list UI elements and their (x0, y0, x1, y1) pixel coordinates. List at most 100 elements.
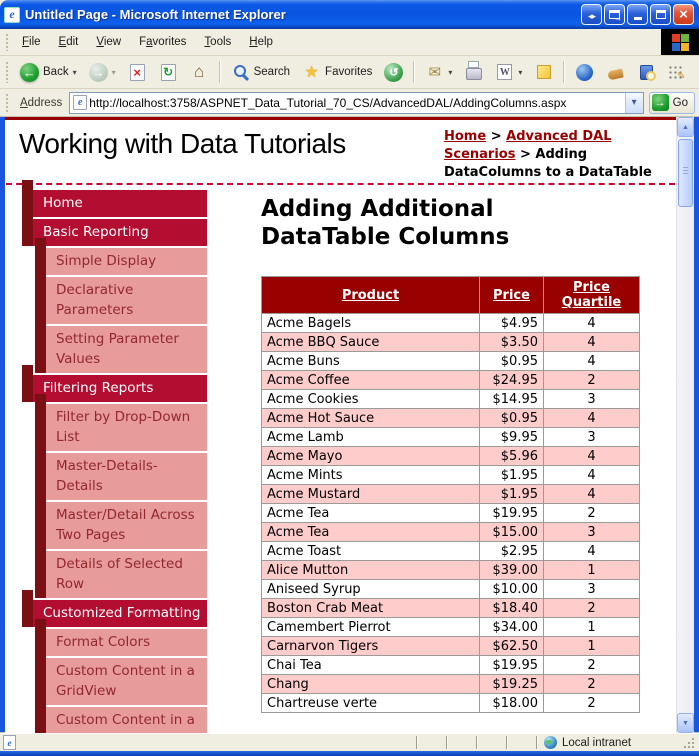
scroll-up-button[interactable] (677, 117, 694, 137)
table-row: Acme Hot Sauce $0.95 4 (261, 408, 640, 429)
addressbar-grip[interactable] (5, 93, 10, 112)
menu-file[interactable]: File (22, 36, 41, 48)
sidebar-item-filtering-reports[interactable]: Filtering Reports (22, 364, 207, 402)
minimize-button[interactable] (627, 4, 648, 25)
address-input[interactable] (87, 95, 625, 110)
go-button[interactable]: Go (648, 91, 695, 114)
table-row: Acme Bagels $4.95 4 (261, 313, 640, 334)
history-button[interactable] (379, 61, 408, 84)
forward-dropdown-arrow[interactable] (112, 68, 116, 77)
table-row: Acme Lamb $9.95 3 (261, 427, 640, 448)
msn-button[interactable] (601, 61, 630, 84)
home-button[interactable] (185, 61, 214, 84)
toolbar-separator (218, 61, 221, 83)
table-row: Acme Coffee $24.95 2 (261, 370, 640, 391)
sidebar-item-setting-parameter-values[interactable]: Setting Parameter Values (35, 315, 207, 373)
main-article: Adding Additional DataTable Columns Prod… (261, 189, 640, 714)
table-row: Chang $19.25 2 (261, 674, 640, 695)
research-button[interactable] (632, 61, 661, 84)
breadcrumb-advanced-dal-link[interactable]: Advanced DAL Scenarios (444, 129, 612, 163)
scrollbar-thumb[interactable] (678, 139, 693, 207)
sidebar-item-basic-reporting[interactable]: Basic Reporting (22, 208, 207, 246)
table-row: Aniseed Syrup $10.00 3 (261, 579, 640, 600)
history-icon (384, 62, 404, 82)
sort-price-quartile-link[interactable]: Price Quartile (561, 280, 622, 311)
mail-dropdown-arrow[interactable] (448, 68, 452, 77)
back-icon (20, 62, 39, 82)
table-row: Acme Mints $1.95 4 (261, 465, 640, 486)
stop-icon (129, 63, 145, 81)
page-top-rule (5, 117, 676, 120)
sidebar-item-master-detail-across-two-pages[interactable]: Master/Detail Across Two Pages (35, 491, 207, 549)
windows-flag-icon (671, 33, 689, 51)
close-button[interactable] (673, 4, 694, 25)
back-button[interactable]: Back (15, 61, 82, 84)
sidebar-item-customized-formatting[interactable]: Customized Formatting (22, 589, 207, 627)
menu-help[interactable]: Help (249, 36, 273, 48)
maximize-button[interactable] (650, 4, 671, 25)
dashed-divider (6, 182, 675, 185)
sidebar-item-format-colors[interactable]: Format Colors (35, 618, 207, 656)
sidebar-item-simple-display[interactable]: Simple Display (35, 237, 207, 275)
status-bar: Local intranet (0, 733, 699, 751)
pan-icon (588, 6, 595, 24)
close-icon (679, 6, 688, 24)
sidebar-item-custom-content-in-a-gridview[interactable]: Custom Content in a GridView (35, 647, 207, 705)
table-row: Camembert Pierrot $34.00 1 (261, 617, 640, 638)
grid-pen-icon (668, 64, 685, 82)
vertical-scrollbar[interactable] (676, 117, 694, 733)
menubar-grip[interactable] (5, 32, 10, 52)
print-button[interactable] (459, 61, 488, 84)
breadcrumb-separator: > (486, 129, 507, 144)
notes-button[interactable] (529, 61, 558, 84)
sidebar-item-custom-content-in-a-detailsview[interactable]: Custom Content in a DetailsView (35, 696, 207, 733)
sidebar-item-master-details-details[interactable]: Master-Details-Details (35, 442, 207, 500)
go-arrow-icon (651, 94, 669, 111)
popout-button[interactable] (604, 4, 625, 25)
scroll-down-button[interactable] (677, 713, 694, 733)
mail-icon (425, 63, 444, 82)
refresh-button[interactable] (154, 61, 183, 84)
sort-product-link[interactable]: Product (341, 287, 400, 303)
search-icon (231, 63, 250, 82)
windows-logo (661, 29, 699, 55)
status-separator (446, 736, 448, 749)
toolbar: Back Search Favorites (0, 56, 699, 89)
toolbar-grip[interactable] (5, 60, 10, 84)
mail-button[interactable] (420, 61, 457, 84)
research-icon (640, 64, 654, 80)
search-button[interactable]: Search (226, 61, 295, 84)
menu-tools[interactable]: Tools (204, 36, 232, 48)
address-combo: e (69, 91, 644, 114)
edit-with-word-button[interactable] (490, 61, 527, 84)
site-title: Working with Data Tutorials (19, 128, 346, 159)
forward-button[interactable] (84, 61, 121, 84)
sidebar-item-home[interactable]: Home (22, 179, 207, 217)
home-icon (190, 63, 209, 82)
sidebar-item-declarative-parameters[interactable]: Declarative Parameters (35, 266, 207, 324)
breadcrumb: Home > Advanced DAL Scenarios > Adding D… (444, 128, 670, 183)
window-bottom-border (0, 751, 699, 756)
sort-price-link[interactable]: Price (493, 287, 530, 303)
breadcrumb-home-link[interactable]: Home (444, 129, 487, 144)
menu-edit[interactable]: Edit (58, 36, 79, 48)
favorites-button[interactable]: Favorites (297, 61, 377, 84)
resize-grip[interactable] (682, 736, 696, 750)
breadcrumb-current: Adding DataColumns to a DataTable (444, 147, 652, 181)
status-page-icon (3, 735, 16, 750)
edit-dropdown-arrow[interactable] (518, 68, 522, 77)
sidebar-item-details-of-selected-row[interactable]: Details of Selected Row (35, 540, 207, 598)
page-body: Home Basic Reporting Simple Display Declara… (5, 179, 676, 733)
messenger-button[interactable] (570, 61, 599, 84)
pan-button[interactable] (581, 4, 602, 25)
sidebar-item-filter-by-drop-down-list[interactable]: Filter by Drop-Down List (35, 393, 207, 451)
forward-icon (88, 62, 108, 82)
msn-icon (607, 68, 625, 81)
stop-button[interactable] (123, 61, 152, 84)
title-bar: Untitled Page - Microsoft Internet Explo… (0, 0, 699, 29)
menu-view[interactable]: View (96, 36, 122, 48)
back-dropdown-arrow[interactable] (73, 68, 77, 77)
quick-links-button[interactable] (663, 63, 688, 82)
menu-favorites[interactable]: Favorites (139, 36, 187, 48)
address-dropdown-button[interactable] (624, 92, 643, 113)
